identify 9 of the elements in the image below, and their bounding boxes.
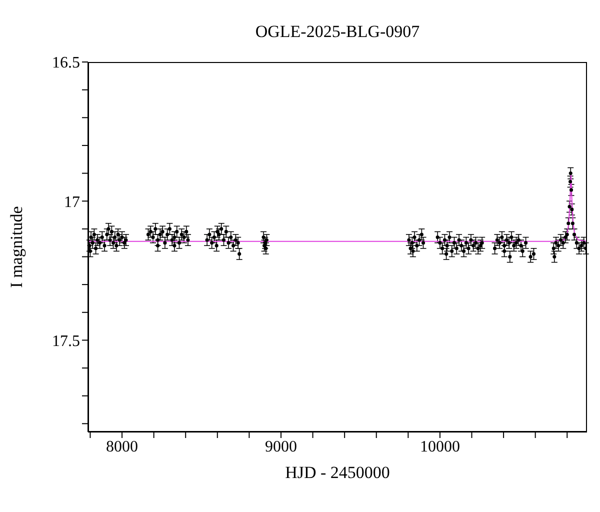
x-tick-label: 9000 xyxy=(264,438,297,456)
chart-title: OGLE-2025-BLG-0907 xyxy=(254,22,421,42)
x-tick-label: 8000 xyxy=(106,438,138,456)
x-axis-title: HJD - 2450000 xyxy=(285,463,390,482)
y-axis-title: I magnitude xyxy=(7,206,26,288)
x-tick-label: 10000 xyxy=(420,438,460,456)
y-tick-label: 17.5 xyxy=(52,332,80,350)
y-tick-label: 16.5 xyxy=(52,54,80,72)
y-tick-label: 17 xyxy=(64,194,80,211)
